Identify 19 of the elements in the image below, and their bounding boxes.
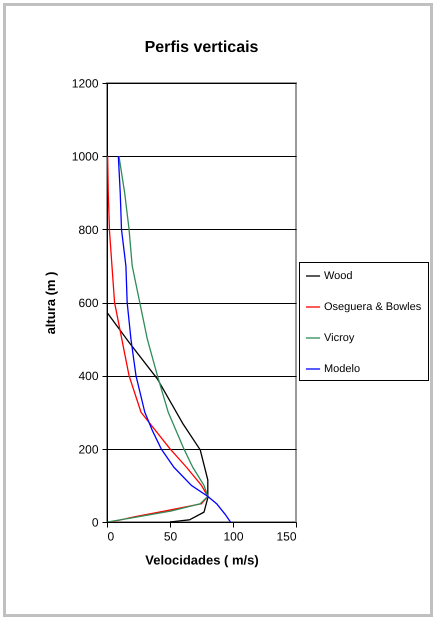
chart-title: Perfis verticais — [144, 39, 259, 56]
y-axis-title: altura (m ) — [42, 272, 58, 334]
x-tick-label: 150 — [276, 530, 297, 544]
legend-label: Modelo — [324, 363, 360, 375]
y-tick-label: 400 — [78, 369, 99, 384]
y-tick-label: 1000 — [72, 150, 99, 164]
legend-label: Wood — [324, 270, 353, 282]
y-tick-label: 600 — [78, 296, 99, 310]
x-axis-title: Velocidades ( m/s) — [145, 552, 259, 568]
y-tick-label: 200 — [78, 442, 99, 456]
line-series — [118, 156, 232, 522]
legend-label: Vicroy — [324, 332, 355, 344]
x-tick-label: 100 — [223, 530, 244, 544]
y-tick-label: 1200 — [72, 76, 99, 90]
y-tick-label: 0 — [92, 516, 99, 530]
y-tick-label: 800 — [78, 222, 99, 237]
x-tick-label: 50 — [164, 530, 178, 544]
x-tick-label: 0 — [108, 530, 114, 544]
legend-label: Oseguera & Bowles — [324, 301, 422, 313]
